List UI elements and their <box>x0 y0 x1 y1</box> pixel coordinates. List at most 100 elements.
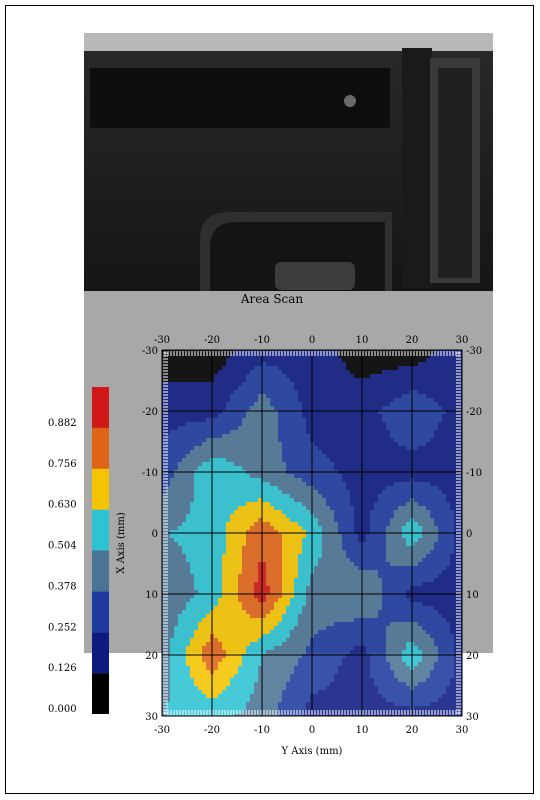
heatmap-cell <box>426 370 430 374</box>
heatmap-cell <box>442 558 446 562</box>
heatmap-cell <box>274 498 278 502</box>
heatmap-cell <box>174 510 178 514</box>
heatmap-cell <box>198 366 202 370</box>
heatmap-cell <box>326 362 330 366</box>
heatmap-cell <box>166 410 170 414</box>
heatmap-cell <box>402 526 406 530</box>
heatmap-cell <box>262 526 266 530</box>
heatmap-cell <box>226 538 230 542</box>
heatmap-cell <box>418 542 422 546</box>
heatmap-cell <box>202 534 206 538</box>
heatmap-cell <box>430 502 434 506</box>
heatmap-cell <box>362 418 366 422</box>
heatmap-cell <box>174 370 178 374</box>
heatmap-cell <box>350 574 354 578</box>
heatmap-cell <box>250 534 254 538</box>
heatmap-cell <box>234 490 238 494</box>
heatmap-cell <box>214 418 218 422</box>
heatmap-cell <box>274 462 278 466</box>
heatmap-cell <box>170 518 174 522</box>
heatmap-cell <box>366 506 370 510</box>
heatmap-cell <box>326 554 330 558</box>
heatmap-cell <box>330 398 334 402</box>
heatmap-cell <box>258 574 262 578</box>
heatmap-cell <box>422 434 426 438</box>
heatmap-cell <box>190 510 194 514</box>
heatmap-cell <box>442 362 446 366</box>
heatmap-cell <box>454 398 458 402</box>
heatmap-cell <box>334 530 338 534</box>
heatmap-cell <box>446 458 450 462</box>
heatmap-cell <box>386 558 390 562</box>
heatmap-cell <box>254 594 258 598</box>
heatmap-cell <box>182 502 186 506</box>
heatmap-cell <box>178 598 182 602</box>
heatmap-cell <box>278 454 282 458</box>
heatmap-cell <box>370 406 374 410</box>
heatmap-cell <box>290 462 294 466</box>
heatmap-cell <box>250 378 254 382</box>
heatmap-cell <box>454 506 458 510</box>
heatmap-cell <box>450 358 454 362</box>
heatmap-cell <box>306 410 310 414</box>
heatmap-cell <box>270 418 274 422</box>
heatmap-cell <box>354 450 358 454</box>
heatmap-cell <box>374 562 378 566</box>
heatmap-cell <box>222 454 226 458</box>
heatmap-cell <box>262 370 266 374</box>
heatmap-cell <box>398 350 402 354</box>
heatmap-cell <box>366 482 370 486</box>
heatmap-cell <box>182 570 186 574</box>
heatmap-cell <box>190 378 194 382</box>
heatmap-cell <box>286 518 290 522</box>
heatmap-cell <box>378 530 382 534</box>
heatmap-cell <box>214 578 218 582</box>
heatmap-cell <box>322 402 326 406</box>
heatmap-cell <box>354 414 358 418</box>
heatmap-cell <box>354 474 358 478</box>
heatmap-cell <box>394 542 398 546</box>
heatmap-cell <box>238 562 242 566</box>
heatmap-cell <box>294 522 298 526</box>
heatmap-cell <box>178 442 182 446</box>
heatmap-cell <box>326 506 330 510</box>
heatmap-cell <box>394 418 398 422</box>
heatmap-cell <box>362 442 366 446</box>
heatmap-cell <box>266 442 270 446</box>
heatmap-cell <box>374 490 378 494</box>
heatmap-cell <box>238 378 242 382</box>
heatmap-cell <box>162 458 166 462</box>
heatmap-cell <box>278 554 282 558</box>
heatmap-cell <box>238 446 242 450</box>
heatmap-cell <box>378 370 382 374</box>
heatmap-cell <box>186 550 190 554</box>
heatmap-cell <box>398 478 402 482</box>
heatmap-cell <box>370 526 374 530</box>
heatmap-cell <box>362 350 366 354</box>
heatmap-cell <box>342 606 346 610</box>
heatmap-cell <box>398 550 402 554</box>
heatmap-cell <box>190 494 194 498</box>
heatmap-cell <box>402 386 406 390</box>
heatmap-cell <box>422 522 426 526</box>
heatmap-cell <box>226 526 230 530</box>
heatmap-cell <box>194 518 198 522</box>
heatmap-cell <box>198 518 202 522</box>
heatmap-cell <box>390 426 394 430</box>
heatmap-cell <box>374 410 378 414</box>
heatmap-cell <box>342 494 346 498</box>
heatmap-cell <box>178 594 182 598</box>
heatmap-cell <box>226 458 230 462</box>
heatmap-cell <box>326 514 330 518</box>
heatmap-cell <box>346 502 350 506</box>
heatmap-cell <box>374 494 378 498</box>
heatmap-cell <box>318 514 322 518</box>
heatmap-cell <box>242 482 246 486</box>
heatmap-cell <box>422 558 426 562</box>
heatmap-cell <box>418 518 422 522</box>
heatmap-cell <box>370 426 374 430</box>
heatmap-cell <box>278 482 282 486</box>
heatmap-cell <box>338 582 342 586</box>
heatmap-cell <box>446 494 450 498</box>
heatmap-cell <box>362 382 366 386</box>
